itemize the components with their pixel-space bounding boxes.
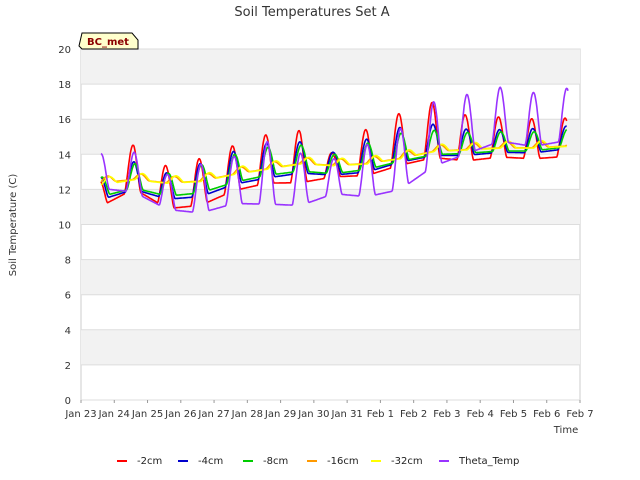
y-tick-label: 20	[58, 45, 71, 56]
x-tick-label: Jan 31	[330, 409, 362, 420]
x-tick-label: Feb 7	[566, 409, 593, 420]
x-tick-label: Jan 23	[64, 409, 96, 420]
chart-title: Soil Temperatures Set A	[234, 5, 389, 20]
grid-band	[81, 49, 580, 85]
legend-label: -16cm	[327, 456, 359, 467]
y-tick-label: 16	[58, 115, 71, 126]
x-axis-title: Time	[553, 425, 578, 436]
legend-label: Theta_Temp	[458, 456, 519, 467]
x-tick-label: Jan 27	[197, 409, 229, 420]
x-tick-label: Feb 1	[367, 409, 394, 420]
station-badge-label: BC_met	[87, 37, 129, 48]
series-line-8cm	[100, 128, 568, 196]
x-tick-label: Feb 5	[500, 409, 527, 420]
grid-band	[81, 259, 580, 295]
legend: -2cm -4cm -8cm -16cm -32cm Theta_Temp	[117, 456, 519, 467]
grid-band	[81, 189, 580, 225]
y-tick-label: 10	[58, 221, 71, 232]
x-tick-label: Feb 2	[400, 409, 427, 420]
y-tick-label: 4	[65, 326, 71, 337]
x-tick-label: Jan 30	[297, 409, 329, 420]
legend-label: -8cm	[263, 456, 288, 467]
x-tick-label: Jan 25	[131, 409, 163, 420]
y-axis-ticks: 0 2 4 6 8 10 12 14 16 18 20	[58, 45, 71, 407]
series-line-thetatemp	[100, 86, 569, 213]
y-axis-title: Soil Temperature (C)	[8, 174, 19, 277]
x-tick-label: Jan 26	[164, 409, 196, 420]
y-tick-label: 12	[58, 185, 71, 196]
legend-label: -2cm	[137, 456, 162, 467]
series-line-32cm	[100, 139, 567, 186]
y-tick-label: 0	[65, 396, 71, 407]
x-tick-label: Feb 3	[433, 409, 460, 420]
y-tick-label: 8	[65, 256, 71, 267]
y-tick-label: 6	[65, 291, 71, 302]
grid-lines	[81, 48, 580, 401]
y-tick-label: 14	[58, 150, 71, 161]
legend-label: -4cm	[198, 456, 223, 467]
station-badge: BC_met	[78, 32, 139, 50]
grid-band	[81, 329, 580, 365]
y-tick-label: 2	[65, 361, 71, 372]
legend-label: -32cm	[391, 456, 423, 467]
x-tick-label: Jan 29	[264, 409, 296, 420]
y-tick-label: 18	[58, 80, 71, 91]
x-axis-ticks: Jan 23 Jan 24 Jan 25 Jan 26 Jan 27 Jan 28 Jan …	[64, 400, 594, 420]
series-line-4cm	[100, 123, 567, 200]
x-tick-label: Jan 28	[231, 409, 263, 420]
x-tick-label: Jan 24	[98, 409, 130, 420]
series-lines	[100, 86, 569, 213]
x-tick-label: Feb 4	[467, 409, 494, 420]
x-tick-label: Feb 6	[533, 409, 560, 420]
